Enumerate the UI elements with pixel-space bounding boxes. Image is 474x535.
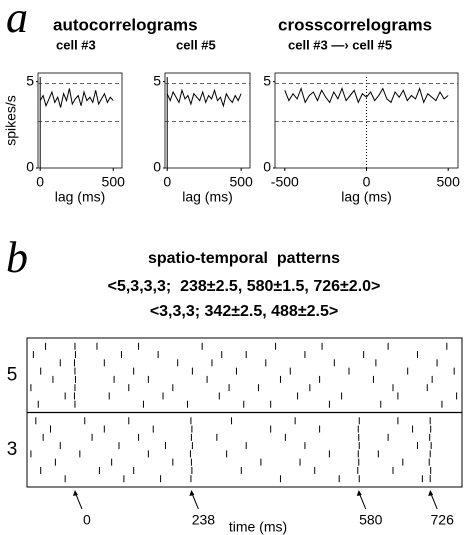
unit-label: 3 bbox=[7, 439, 18, 460]
x-tick-label: 0 bbox=[163, 174, 171, 190]
panel-label: b bbox=[6, 233, 28, 282]
chart-subtitle: <3,3,3; 342±2.5, 488±2.5> bbox=[150, 303, 338, 320]
x-tick-label: 238 bbox=[192, 512, 216, 528]
arrow-head bbox=[356, 490, 362, 496]
arrow-head bbox=[72, 490, 78, 496]
arrow-head bbox=[428, 490, 434, 496]
y-tick-label: 0 bbox=[153, 159, 161, 175]
x-axis-label: lag (ms) bbox=[341, 189, 392, 205]
chart-title: spatio-temporal patterns bbox=[148, 250, 340, 267]
data-line bbox=[284, 86, 449, 104]
x-tick-label: 0 bbox=[83, 512, 91, 528]
x-tick-label: -500 bbox=[271, 174, 299, 190]
x-axis-label: lag (ms) bbox=[182, 189, 233, 205]
y-tick-label: 0 bbox=[26, 159, 34, 175]
chart-subtitle: cell #3 bbox=[56, 37, 96, 52]
x-tick-label: 726 bbox=[431, 512, 455, 528]
group-title: autocorrelograms bbox=[53, 15, 198, 34]
x-tick-label: 580 bbox=[359, 512, 383, 528]
x-axis-label: lag (ms) bbox=[55, 189, 106, 205]
x-axis-label: time (ms) bbox=[229, 519, 287, 535]
panel-label: a bbox=[6, 0, 28, 42]
arrow-head bbox=[189, 490, 195, 496]
x-tick-label: 500 bbox=[102, 174, 126, 190]
y-tick-label: 5 bbox=[26, 72, 34, 88]
data-line bbox=[39, 88, 114, 108]
x-tick-label: 500 bbox=[437, 174, 461, 190]
unit-label: 5 bbox=[7, 364, 18, 385]
plot-frame bbox=[274, 72, 459, 169]
data-line bbox=[166, 88, 242, 108]
y-tick-label: 5 bbox=[263, 72, 271, 88]
chart-subtitle: cell #3 —› cell #5 bbox=[288, 37, 392, 52]
group-title: crosscorrelograms bbox=[278, 15, 432, 34]
y-axis-label: spikes/s bbox=[3, 95, 19, 146]
y-tick-label: 0 bbox=[263, 159, 271, 175]
x-tick-label: 500 bbox=[229, 174, 253, 190]
plot-frame bbox=[164, 72, 251, 169]
chart-subtitle: <5,3,3,3; 238±2.5, 580±1.5, 726±2.0> bbox=[108, 278, 381, 295]
x-tick-label: 0 bbox=[36, 174, 44, 190]
y-tick-label: 5 bbox=[153, 72, 161, 88]
plot-frame bbox=[37, 72, 123, 169]
x-tick-label: 0 bbox=[363, 174, 371, 190]
chart-subtitle: cell #5 bbox=[176, 37, 216, 52]
